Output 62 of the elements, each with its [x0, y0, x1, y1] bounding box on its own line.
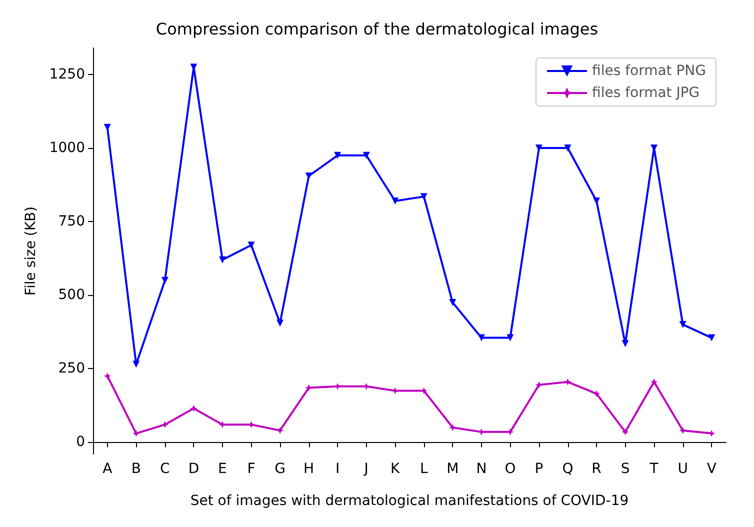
x-tick-label: R: [592, 461, 602, 477]
point: [593, 390, 600, 398]
y-tick-label: 1250: [49, 66, 85, 82]
x-tick-label: J: [363, 461, 368, 477]
point: [218, 256, 226, 264]
point: [564, 378, 572, 386]
point: [161, 421, 168, 428]
x-tick-label: D: [188, 461, 200, 477]
point: [449, 298, 456, 306]
point: [392, 197, 399, 204]
y-tick-label: 250: [58, 360, 85, 377]
x-tick-label: H: [304, 461, 314, 477]
x-tick-label: E: [218, 461, 227, 477]
x-tick-label: M: [446, 461, 459, 477]
point: [593, 197, 600, 204]
x-tick-label: B: [131, 461, 141, 477]
point: [104, 372, 111, 380]
point: [190, 404, 198, 412]
point: [478, 334, 485, 342]
x-tick-label: T: [648, 461, 659, 477]
point: [420, 193, 428, 200]
point: [161, 276, 168, 284]
y-tick-label: 0: [76, 434, 85, 450]
point: [622, 340, 629, 348]
x-tick-label: Q: [562, 461, 574, 477]
x-tick-label: C: [160, 461, 170, 477]
point: [650, 378, 658, 386]
x-tick-label: F: [247, 461, 256, 477]
x-tick-label: N: [476, 461, 487, 477]
point: [132, 360, 140, 368]
y-tick-label: 750: [58, 214, 85, 230]
point: [679, 321, 686, 328]
x-tick-label: A: [102, 461, 113, 477]
point: [276, 426, 284, 434]
chart-title: Compression comparison of the dermatological images: [156, 20, 598, 38]
point: [622, 428, 629, 436]
x-axis-title: Set of images with dermatological manifestations of COVID-19: [190, 493, 629, 509]
x-tick-label: V: [706, 461, 717, 477]
y-tick-label: 1000: [49, 140, 85, 156]
y-axis-title: File size (KB): [23, 206, 39, 296]
point: [132, 430, 140, 437]
point: [506, 334, 514, 342]
x-tick-label: G: [274, 461, 286, 477]
point: [276, 320, 284, 327]
point: [362, 152, 370, 159]
point: [305, 172, 312, 180]
x-tick-label: K: [390, 461, 401, 477]
point: [679, 426, 686, 434]
x-tick-label: S: [620, 461, 630, 477]
point: [334, 152, 342, 159]
x-tick-label: L: [420, 461, 428, 477]
point: [248, 242, 255, 249]
point: [708, 334, 716, 342]
x-tick-label: I: [336, 461, 340, 477]
x-tick-label: P: [534, 461, 544, 477]
x-tick-label: O: [504, 461, 516, 477]
legend-label: files format PNG: [592, 63, 706, 79]
y-tick-label: 500: [58, 287, 85, 304]
point: [104, 124, 111, 131]
point: [564, 144, 572, 152]
legend-label: files format JPG: [592, 85, 700, 101]
x-tick-label: U: [678, 461, 688, 477]
